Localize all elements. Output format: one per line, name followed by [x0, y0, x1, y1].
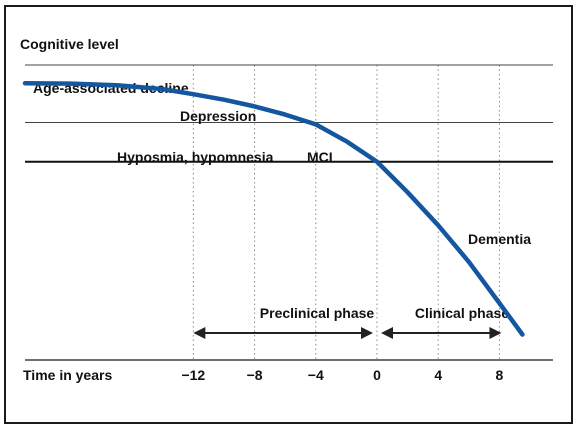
x-tick-label: −4	[308, 367, 324, 383]
phase-arrow-preclinical-head-right	[361, 327, 373, 339]
phase-arrow-preclinical	[193, 327, 373, 339]
stage-label-mci: MCI	[307, 149, 333, 165]
chart-frame	[4, 5, 573, 424]
phase-label-clinical: Clinical phase	[415, 305, 509, 321]
phase-label-preclinical: Preclinical phase	[260, 305, 375, 321]
x-tick-label: 8	[496, 367, 504, 383]
x-tick-label: −8	[247, 367, 263, 383]
x-tick-label: −12	[181, 367, 205, 383]
x-tick-label: 0	[373, 367, 381, 383]
phase-arrow-clinical-head-left	[381, 327, 393, 339]
phase-arrow-clinical	[381, 327, 502, 339]
x-axis-label: Time in years	[23, 367, 112, 383]
phase-arrow-preclinical-head-left	[193, 327, 206, 339]
y-axis-label: Cognitive level	[20, 36, 119, 52]
cognitive-decline-curve	[22, 80, 525, 337]
stage-label-hyposmia-hypomnesia: Hyposmia, hypomnesia	[117, 149, 274, 165]
stage-label-depression: Depression	[180, 108, 256, 124]
stage-label-dementia: Dementia	[468, 231, 531, 247]
x-tick-label: 4	[434, 367, 442, 383]
phase-arrow-clinical-head-right	[489, 327, 502, 339]
